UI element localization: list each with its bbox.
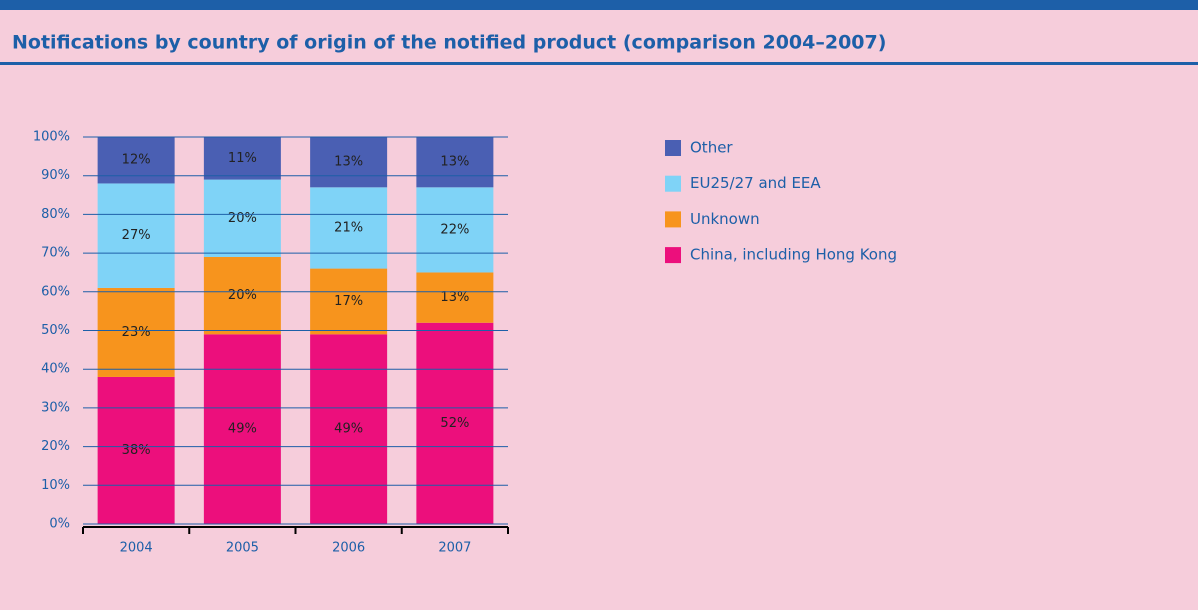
data-label: 13% <box>334 155 363 170</box>
data-label: 17% <box>334 294 363 309</box>
data-label: 12% <box>122 153 151 168</box>
legend-swatch <box>665 140 681 156</box>
bar-segment <box>416 187 494 273</box>
top-band <box>0 0 1198 10</box>
bar-segment <box>310 334 388 524</box>
x-tick-label: 2006 <box>332 541 365 556</box>
bar-segment <box>203 334 281 524</box>
bar-segment <box>416 272 494 323</box>
x-tick-label: 2007 <box>438 541 471 556</box>
bar-segment <box>203 256 281 335</box>
y-tick-label: 30% <box>41 400 70 415</box>
legend-label: Unknown <box>690 210 760 228</box>
y-tick-label: 20% <box>41 439 70 454</box>
y-tick-label: 50% <box>41 323 70 338</box>
y-tick-label: 10% <box>41 478 70 493</box>
bar-segment <box>97 287 175 377</box>
x-tick-label: 2004 <box>120 541 153 556</box>
bar-segment <box>416 322 494 524</box>
legend-swatch <box>665 175 681 192</box>
bar-segment <box>203 137 281 180</box>
data-label: 13% <box>440 155 469 170</box>
data-label: 49% <box>334 422 363 437</box>
data-label: 27% <box>122 228 151 243</box>
y-tick-label: 40% <box>41 362 70 377</box>
bar-segment <box>416 137 494 188</box>
bar-segment <box>310 137 388 188</box>
y-tick-label: 100% <box>33 130 70 145</box>
title-rule <box>0 62 1198 65</box>
legend-label: Other <box>690 139 733 157</box>
bar-segment <box>97 376 175 524</box>
legend-label: China, including Hong Kong <box>690 246 897 264</box>
y-tick-label: 0% <box>49 517 70 532</box>
chart-title: Notifications by country of origin of th… <box>12 32 886 54</box>
legend-swatch <box>665 211 681 228</box>
data-label: 11% <box>228 151 257 166</box>
y-tick-label: 80% <box>41 207 70 222</box>
data-label: 23% <box>122 325 151 340</box>
data-label: 21% <box>334 220 363 235</box>
x-tick-label: 2005 <box>226 541 259 556</box>
y-tick-label: 60% <box>41 284 70 299</box>
data-label: 38% <box>122 443 151 458</box>
bar-segment <box>203 179 281 257</box>
data-label: 20% <box>228 211 257 226</box>
y-tick-label: 90% <box>41 168 70 183</box>
data-label: 22% <box>440 222 469 237</box>
data-label: 20% <box>228 288 257 303</box>
y-tick-label: 70% <box>41 246 70 261</box>
data-label: 49% <box>228 422 257 437</box>
legend-label: EU25/27 and EEA <box>690 174 821 192</box>
bar-segment <box>310 268 388 335</box>
data-label: 13% <box>440 290 469 305</box>
bar-segment <box>310 187 388 269</box>
legend-swatch <box>665 247 681 264</box>
bar-segment <box>97 183 175 288</box>
data-label: 52% <box>440 416 469 431</box>
